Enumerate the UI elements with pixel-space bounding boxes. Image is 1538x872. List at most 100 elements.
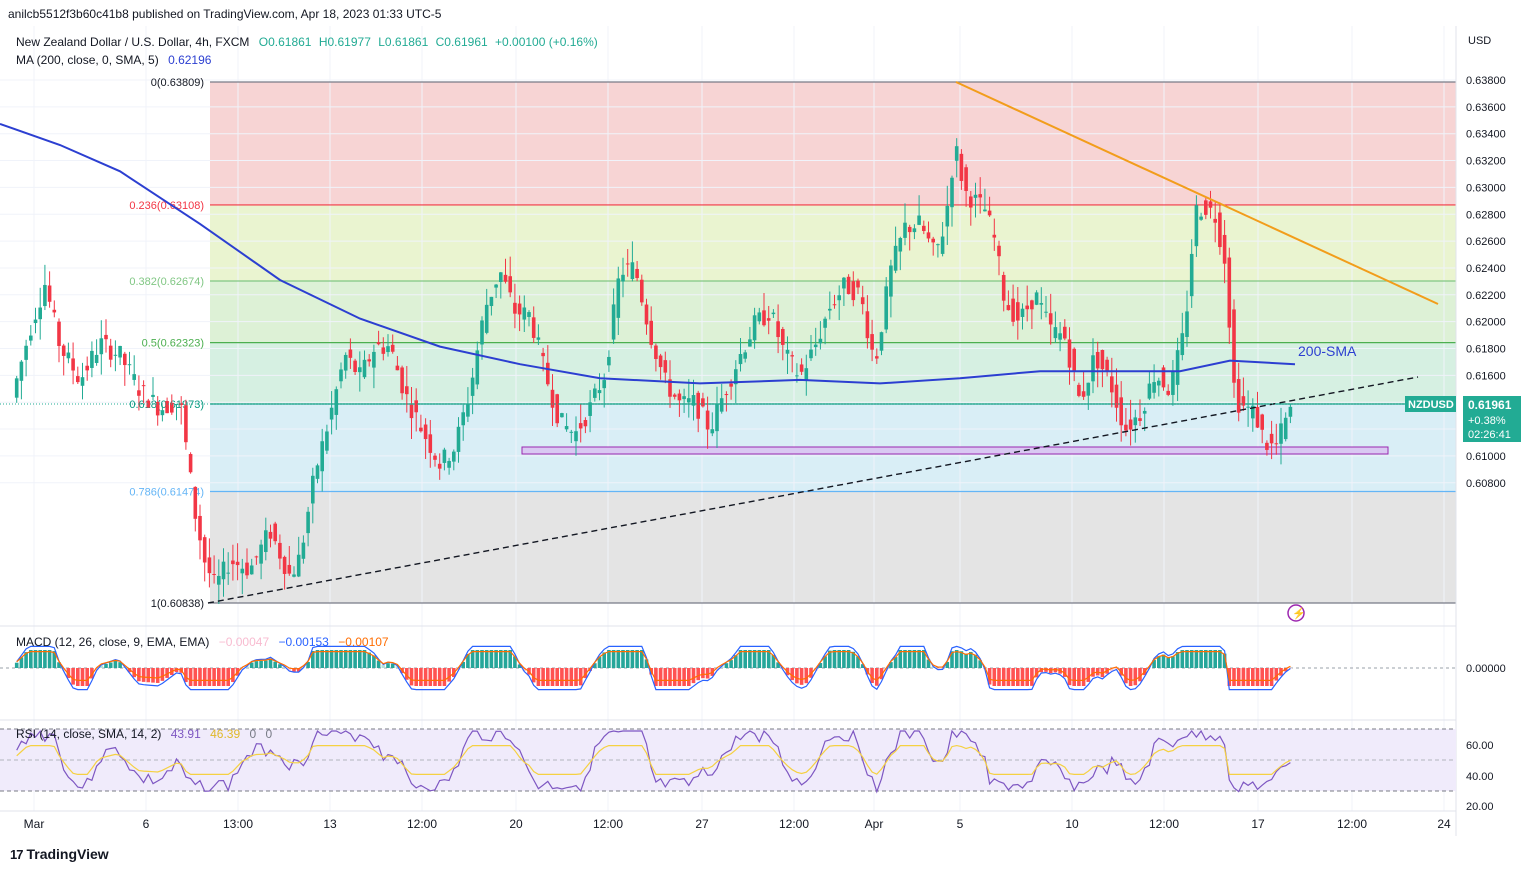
macd-bar — [1072, 668, 1076, 686]
candle-body — [856, 280, 860, 288]
candle-body — [499, 272, 503, 282]
brand-footer[interactable]: 17 TradingView — [10, 846, 109, 862]
macd-bar — [771, 655, 776, 668]
macd-histogram — [14, 650, 1293, 686]
candle-body — [969, 196, 973, 208]
macd-bar — [240, 668, 245, 670]
candle-body — [19, 361, 24, 381]
candle-body — [1175, 350, 1180, 385]
macd-bar — [682, 668, 686, 686]
macd-bar — [1185, 650, 1189, 668]
macd-bar — [437, 668, 442, 686]
candle-body — [926, 232, 931, 239]
sma-200-line[interactable] — [0, 122, 1296, 385]
macd-bar — [611, 650, 616, 668]
macd-bar — [1124, 668, 1128, 684]
candle-body — [278, 542, 282, 559]
macd-bar — [484, 650, 489, 668]
macd-bar — [160, 668, 165, 681]
macd-bar — [1133, 668, 1138, 686]
candle-body — [531, 317, 536, 338]
candle-body — [578, 423, 583, 429]
candle-body — [428, 434, 433, 453]
macd-bar — [795, 668, 799, 684]
macd-bar — [212, 668, 216, 686]
fib-zone — [210, 82, 1456, 205]
candle-body — [903, 222, 907, 238]
macd-bar — [108, 662, 113, 668]
falling-trendline[interactable] — [955, 81, 1439, 305]
time-axis-label: 17 — [1251, 817, 1265, 831]
candle-body — [1265, 442, 1269, 450]
candle-body — [907, 226, 912, 233]
candle-body — [1246, 406, 1250, 408]
candle-body — [264, 530, 268, 553]
price-axis-label: 0.61600 — [1466, 370, 1506, 382]
macd-bar — [640, 650, 644, 668]
candle-body — [1039, 303, 1044, 305]
candle-body — [536, 337, 541, 340]
fib-lines[interactable]: 0(0.63809) 0.236(0.63108) 0.382(0.62674) 0.… — [129, 77, 1456, 610]
macd-bar — [588, 668, 592, 672]
candle-body — [860, 297, 865, 305]
candle-body — [893, 245, 898, 271]
candle-body — [400, 367, 404, 394]
macd-bar — [1138, 668, 1142, 682]
macd-bar — [969, 651, 973, 668]
candle-body — [268, 531, 273, 539]
price-axis-label: 0.63000 — [1466, 182, 1506, 194]
macd-bar — [348, 650, 353, 668]
macd-bar — [296, 668, 301, 672]
candle-body — [1053, 327, 1058, 339]
macd-bar — [1222, 653, 1227, 668]
candle-body — [85, 365, 89, 371]
macd-bar — [217, 668, 221, 686]
candle-body — [14, 378, 19, 398]
candle-body — [875, 356, 879, 359]
candle-body — [715, 403, 719, 432]
macd-bar — [334, 650, 339, 668]
candle-body — [57, 321, 61, 346]
candle-body — [912, 228, 917, 233]
candle-body — [254, 556, 259, 558]
candle-body — [1006, 305, 1011, 311]
macd-bar — [560, 668, 564, 686]
macd-bar — [1020, 668, 1025, 686]
rising-trendline[interactable] — [207, 376, 1419, 604]
candle-body — [799, 364, 804, 372]
support-zone[interactable] — [521, 446, 1389, 455]
candle-body — [1105, 359, 1109, 372]
candle-body — [560, 413, 564, 418]
candle-body — [104, 334, 108, 340]
candle-body — [889, 265, 893, 297]
macd-bar — [1166, 657, 1170, 668]
macd-bar — [104, 663, 108, 668]
macd-bar — [395, 666, 400, 668]
macd-bar — [696, 668, 700, 681]
macd-bar — [954, 650, 959, 668]
candle-body — [1232, 309, 1236, 383]
macd-bar — [329, 650, 334, 668]
candle-body — [837, 295, 841, 301]
macd-bar — [973, 654, 978, 668]
candle-body — [992, 234, 997, 238]
alert-icon[interactable] — [1287, 604, 1305, 622]
candle-body — [1001, 274, 1006, 301]
price-axis-label: 0.62200 — [1466, 290, 1506, 302]
candle-body — [611, 304, 616, 340]
macd-bar — [832, 650, 837, 668]
candle-body — [823, 318, 827, 328]
macd-bar — [654, 668, 658, 686]
macd-axis-zero: 0.00000 — [1466, 663, 1506, 675]
price-tag-countdown: 02:26:41 — [1468, 429, 1511, 441]
candle-body — [607, 356, 611, 366]
macd-bar — [113, 660, 118, 668]
time-axis[interactable]: Mar 6 13:00 13 12:00 20 12:00 27 12:00 Apr 5 10 12:0… — [24, 817, 1451, 831]
candle-body — [517, 303, 522, 315]
candle-body — [527, 312, 531, 317]
rsi-axis-20: 20.00 — [1466, 801, 1494, 813]
candle-body — [381, 347, 386, 354]
candle-body — [1011, 298, 1015, 322]
